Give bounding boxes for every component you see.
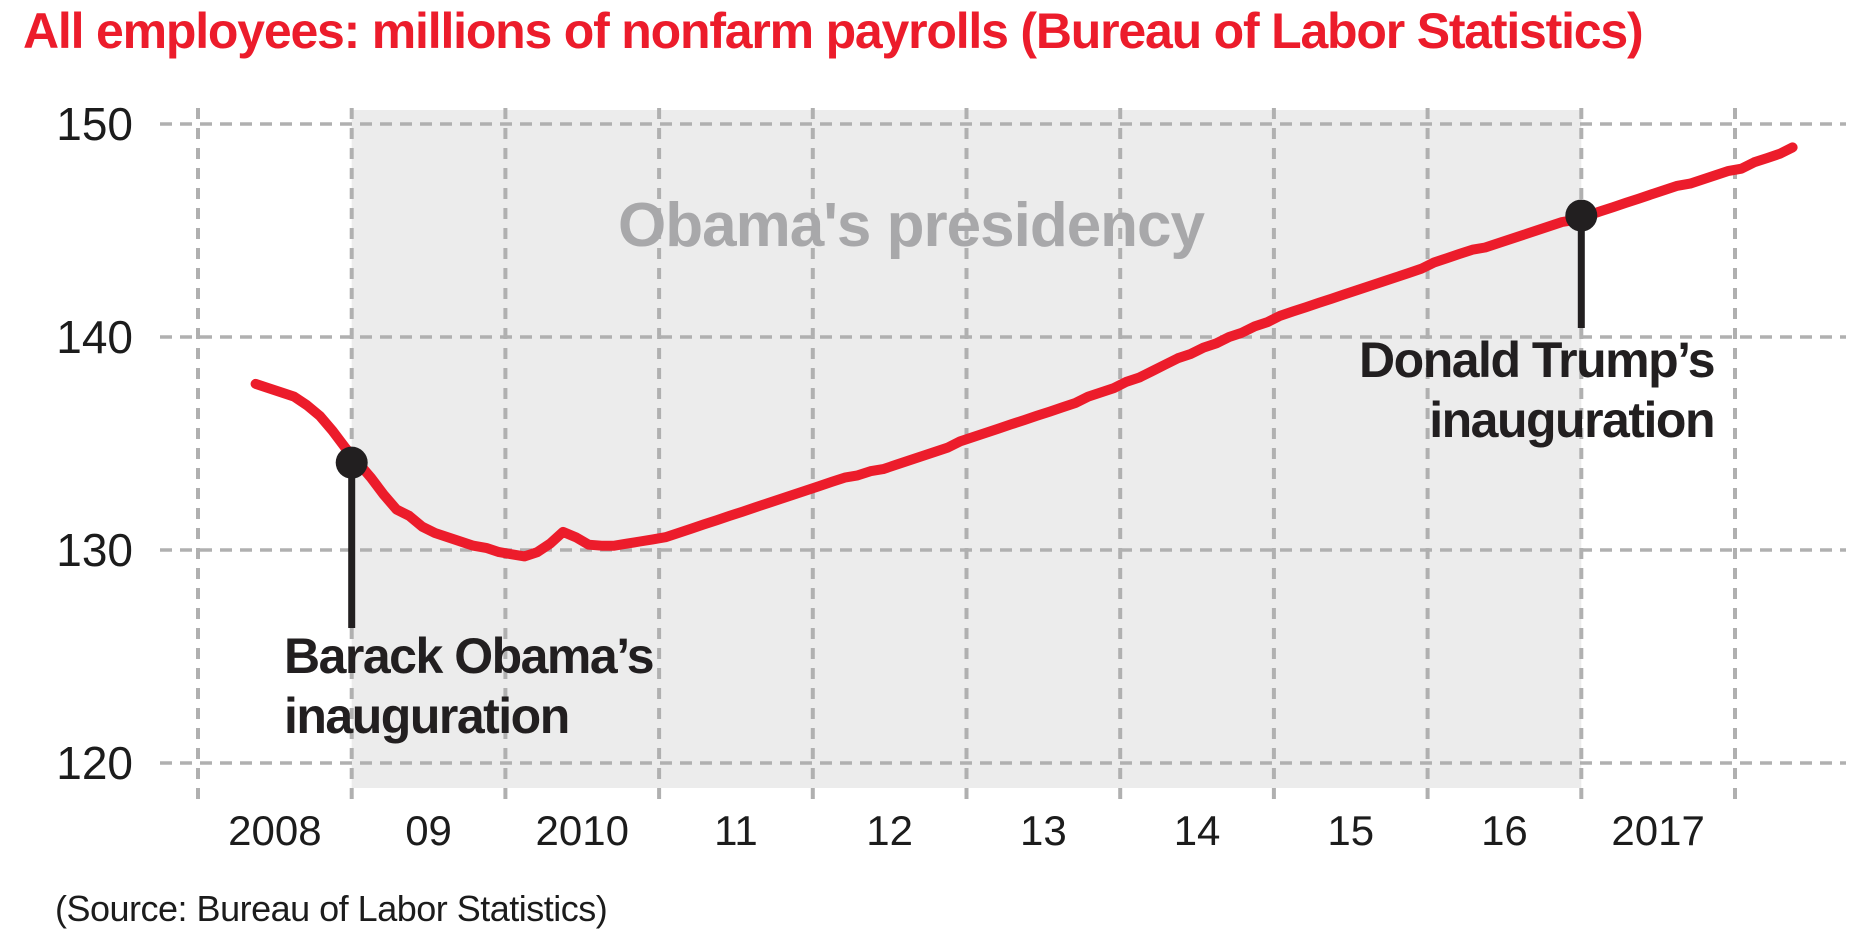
- x-tick-label: 11: [714, 807, 758, 854]
- trump-annotation-line1: Donald Trump’s: [1359, 332, 1715, 388]
- obama-annotation-line2: inauguration: [284, 688, 570, 744]
- obama-annotation-line1: Barack Obama’s: [284, 628, 655, 684]
- obama-inauguration-annotation: Barack Obama’s inauguration: [284, 626, 655, 746]
- x-tick-label: 14: [1173, 807, 1221, 854]
- trump-annotation-line2: inauguration: [1429, 392, 1715, 448]
- x-tick-label: 09: [405, 807, 452, 854]
- x-tick-label: 16: [1481, 807, 1528, 854]
- x-tick-label: 2017: [1611, 807, 1705, 854]
- obama-presidency-band-label: Obama's presidency: [618, 191, 1205, 260]
- x-tick-label: 2008: [228, 807, 322, 854]
- y-tick-label: 150: [56, 98, 133, 150]
- chart-title: All employees: millions of nonfarm payro…: [23, 3, 1644, 59]
- source-note: (Source: Bureau of Labor Statistics): [55, 888, 608, 929]
- y-tick-label: 130: [56, 524, 133, 576]
- x-tick-label: 12: [866, 807, 913, 854]
- x-tick-label: 13: [1019, 807, 1067, 854]
- y-tick-label: 120: [56, 737, 133, 789]
- y-tick-label: 140: [56, 311, 133, 363]
- x-tick-label: 15: [1327, 807, 1375, 854]
- trump-inauguration-dot: [1565, 199, 1598, 232]
- trump-inauguration-annotation: Donald Trump’s inauguration: [1359, 330, 1715, 450]
- payrolls-line: [250, 142, 1798, 562]
- x-tick-label: 2010: [535, 807, 629, 854]
- obama-inauguration-dot: [335, 446, 368, 479]
